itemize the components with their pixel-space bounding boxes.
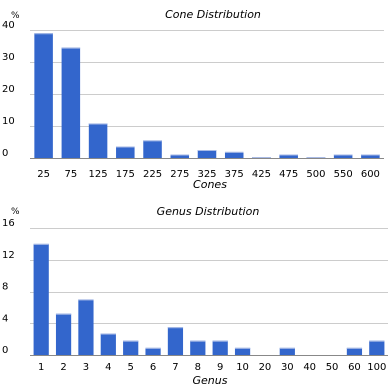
x-tick-label: 475 [279, 169, 298, 180]
x-tick-label: 10 [236, 362, 249, 373]
x-tick-label: 275 [170, 169, 189, 180]
x-tick-label: 175 [116, 169, 135, 180]
x-tick-label: 125 [89, 169, 108, 180]
x-tick-label: 75 [64, 169, 77, 180]
x-tick-label: 1 [38, 362, 44, 373]
x-tick-label: 5 [128, 362, 134, 373]
x-tick-label: 4 [105, 362, 111, 373]
x-tick-label: 425 [252, 169, 271, 180]
chart-title: Cone Distribution [165, 8, 261, 21]
x-tick-label: 50 [326, 362, 339, 373]
y-tick-label: 10 [2, 116, 15, 127]
y-axis-unit-label: % [11, 207, 20, 217]
chart-title: Genus Distribution [157, 205, 260, 218]
x-tick-label: 9 [217, 362, 223, 373]
x-tick-label: 40 [303, 362, 316, 373]
y-tick-label: 30 [2, 52, 15, 63]
x-tick-label: 225 [143, 169, 162, 180]
x-tick-label: 375 [225, 169, 244, 180]
bar [78, 299, 94, 355]
bar [197, 150, 217, 158]
bar [212, 340, 228, 355]
y-tick-label: 8 [2, 282, 8, 293]
x-tick-label: 3 [83, 362, 89, 373]
x-tick-label: 6 [150, 362, 156, 373]
bar [170, 154, 190, 158]
bar [34, 33, 53, 159]
x-tick-label: 2 [60, 362, 66, 373]
x-tick-label: 30 [281, 362, 294, 373]
x-axis-label: Genus [193, 374, 228, 385]
x-tick-label: 20 [259, 362, 272, 373]
bar [361, 154, 380, 158]
bar [143, 140, 162, 158]
x-tick-label: 325 [197, 169, 216, 180]
bar [234, 347, 251, 355]
x-tick-label: 100 [367, 362, 386, 373]
y-axis-unit-label: % [11, 11, 20, 21]
bar [123, 340, 139, 355]
bar [279, 154, 298, 158]
x-tick-label: 600 [361, 169, 380, 180]
bar [145, 347, 161, 355]
bar [333, 154, 353, 158]
bar [167, 327, 184, 355]
x-tick-label: 8 [195, 362, 201, 373]
y-tick-label: 0 [2, 148, 8, 159]
x-tick-label: 500 [306, 169, 325, 180]
bar [116, 146, 135, 158]
bar [279, 347, 295, 355]
x-tick-label: 550 [334, 169, 353, 180]
bar [346, 347, 363, 355]
y-tick-label: 0 [2, 345, 8, 356]
x-tick-label: 60 [348, 362, 361, 373]
bar [61, 47, 81, 158]
cone-distribution-chart: Cone Distribution % Cones 0 10 20 30 40 25 75 1… [2, 8, 384, 191]
bar [33, 243, 49, 355]
y-tick-label: 20 [2, 84, 15, 95]
bar [100, 333, 116, 355]
y-tick-label: 16 [2, 218, 15, 229]
bar [369, 340, 385, 355]
x-axis-label: Cones [193, 178, 227, 191]
x-tick-label: 7 [172, 362, 178, 373]
bar [224, 151, 244, 158]
y-tick-label: 40 [2, 20, 15, 31]
y-tick-label: 12 [2, 250, 15, 261]
bar [55, 313, 72, 355]
bar [88, 123, 108, 158]
x-tick-label: 25 [37, 169, 50, 180]
y-tick-label: 4 [2, 313, 8, 324]
bar [190, 340, 206, 355]
